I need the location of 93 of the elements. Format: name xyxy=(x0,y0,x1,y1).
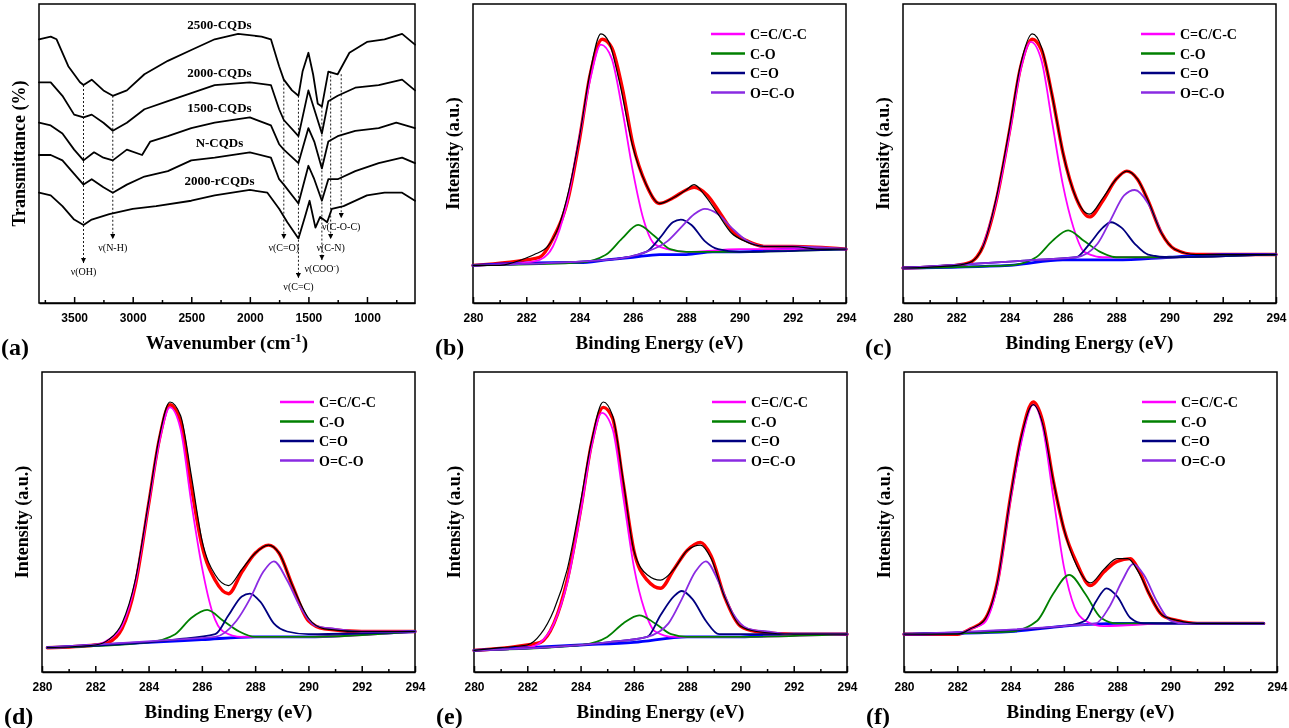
legend-label: O=C-O xyxy=(750,85,795,101)
ref-line-label: ν(C=C) xyxy=(283,281,314,294)
x-tick-label: 290 xyxy=(1159,310,1181,325)
x-tick-label: 2500 xyxy=(178,310,206,325)
x-tick-label: 286 xyxy=(1053,310,1074,325)
y-axis-title: Intensity (a.u.) xyxy=(873,97,894,210)
legend-label: C=C/C-C xyxy=(1180,27,1237,42)
x-tick-label: 1000 xyxy=(354,310,382,325)
x-axis-title: Wavenumber (cm$^{-1}$) xyxy=(145,329,309,354)
x-tick-label: 292 xyxy=(1213,310,1234,325)
legend-label: O=C-O xyxy=(1180,85,1225,101)
x-tick-label: 284 xyxy=(1000,310,1021,325)
x-tick-label: 294 xyxy=(405,679,426,694)
legend-label: C=C/C-C xyxy=(319,395,376,410)
legend-label: C-O xyxy=(751,414,777,430)
x-tick-label: 1500 xyxy=(295,310,323,325)
x-tick-label: 294 xyxy=(1266,310,1287,325)
legend-label: C=O xyxy=(319,434,349,449)
x-tick-label: 280 xyxy=(894,679,915,694)
legend-label: C=O xyxy=(1181,434,1211,449)
x-tick-label: 294 xyxy=(836,310,857,325)
x-tick-label: 282 xyxy=(85,679,107,694)
x-tick-label: 292 xyxy=(784,679,805,694)
series-label: 1500-CQDs xyxy=(187,100,252,116)
x-tick-label: 284 xyxy=(1001,679,1022,694)
legend-label: C=O xyxy=(751,434,781,449)
x-tick-label: 288 xyxy=(676,310,697,325)
x-tick-label: 282 xyxy=(946,310,968,325)
legend-label: C-O xyxy=(319,414,345,430)
x-tick-label: 2000 xyxy=(236,310,265,325)
x-tick-label: 286 xyxy=(624,679,645,694)
x-tick-label: 284 xyxy=(571,679,592,694)
x-tick-label: 280 xyxy=(32,679,53,694)
x-tick-label: 290 xyxy=(729,310,751,325)
x-tick-label: 280 xyxy=(464,679,485,694)
x-tick-label: 292 xyxy=(1214,679,1235,694)
y-axis-title: Intensity (a.u.) xyxy=(443,97,464,210)
text: (b) xyxy=(435,334,465,360)
x-tick-label: 286 xyxy=(1054,679,1075,694)
legend-label: O=C-O xyxy=(319,453,364,469)
ref-line-label: ν(N-H) xyxy=(98,242,128,255)
series-label: 2000-CQDs xyxy=(187,65,252,81)
legend-label: C-O xyxy=(750,46,776,62)
ref-line-label: ν(COO$^{-}$) xyxy=(304,262,340,276)
x-tick-label: 290 xyxy=(730,679,752,694)
x-tick-label: 286 xyxy=(192,679,213,694)
legend-label: C-O xyxy=(1180,46,1206,62)
legend-label: C=O xyxy=(1180,66,1210,81)
x-tick-label: 288 xyxy=(1106,310,1127,325)
legend-label: C=C/C-C xyxy=(750,27,807,42)
y-axis-title: Intensity (a.u.) xyxy=(444,465,465,579)
x-tick-label: 282 xyxy=(947,679,969,694)
y-axis-title: Transmittance (%) xyxy=(9,80,30,227)
x-tick-label: 292 xyxy=(783,310,804,325)
x-tick-label: 3500 xyxy=(61,310,89,325)
legend-label: C=O xyxy=(750,66,780,81)
x-axis-title: Binding Energy (eV) xyxy=(575,332,744,354)
x-tick-label: 280 xyxy=(463,310,484,325)
series-label: N-CQDs xyxy=(195,135,244,151)
legend-label: C=C/C-C xyxy=(1181,395,1238,410)
x-tick-label: 284 xyxy=(570,310,591,325)
legend-label: C=C/C-C xyxy=(751,395,808,410)
x-tick-label: 288 xyxy=(677,679,698,694)
ref-line-label: ν(C-N) xyxy=(316,242,345,255)
series-label: 2500-CQDs xyxy=(187,16,252,32)
text: (a) xyxy=(1,334,29,360)
x-tick-label: 286 xyxy=(623,310,644,325)
x-axis-title: Binding Energy (eV) xyxy=(1006,701,1175,723)
x-tick-label: 284 xyxy=(139,679,160,694)
x-tick-label: 282 xyxy=(516,310,538,325)
legend-label: C-O xyxy=(1181,414,1207,430)
x-tick-label: 280 xyxy=(893,310,914,325)
x-tick-label: 3000 xyxy=(119,310,147,325)
legend-label: O=C-O xyxy=(751,453,796,469)
x-tick-label: 282 xyxy=(517,679,539,694)
ref-line-label: ν(OH) xyxy=(70,266,97,279)
x-tick-label: 288 xyxy=(1107,679,1128,694)
x-tick-label: 288 xyxy=(245,679,266,694)
x-axis-title: Binding Energy (eV) xyxy=(576,701,745,723)
ref-line-label: ν(C-O-C) xyxy=(322,221,361,234)
x-tick-label: 294 xyxy=(837,679,858,694)
x-tick-label: 292 xyxy=(352,679,373,694)
x-tick-label: 290 xyxy=(298,679,320,694)
y-axis-title: Intensity (a.u.) xyxy=(12,465,33,579)
legend-label: O=C-O xyxy=(1181,453,1226,469)
ref-line-label: ν(C=O) xyxy=(268,242,300,255)
text: (c) xyxy=(865,334,892,360)
series-label: 2000-rCQDs xyxy=(184,172,255,188)
x-tick-label: 290 xyxy=(1160,679,1182,694)
x-axis-title: Binding Energy (eV) xyxy=(1005,332,1174,354)
x-axis-title: Binding Energy (eV) xyxy=(144,701,313,723)
x-tick-label: 294 xyxy=(1267,679,1288,694)
y-axis-title: Intensity (a.u.) xyxy=(874,465,895,579)
